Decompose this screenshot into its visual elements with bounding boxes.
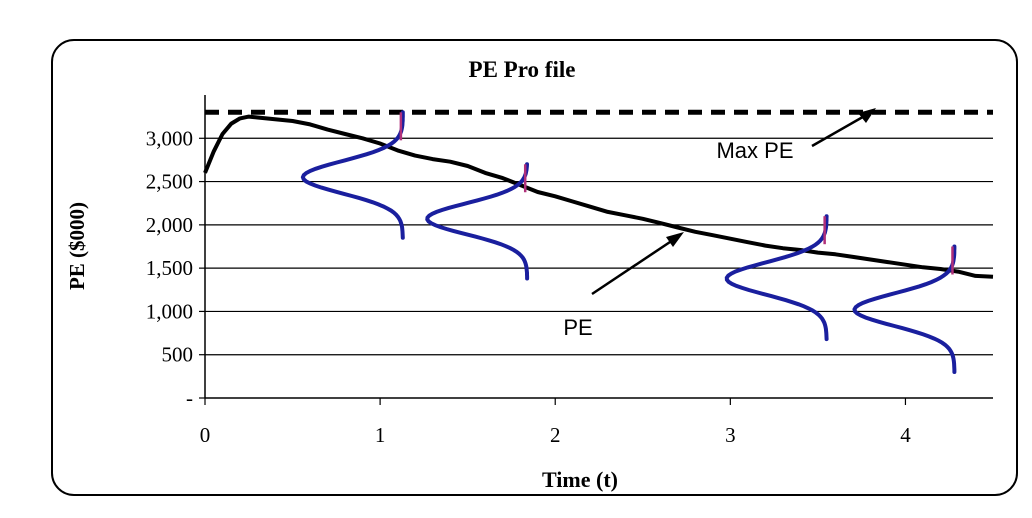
chart-border bbox=[51, 39, 1018, 496]
distribution-curve bbox=[852, 244, 957, 374]
chart-title: PE Pro file bbox=[469, 57, 576, 82]
annotation-pe-arrow bbox=[591, 236, 677, 296]
y-axis-ticks: - 500 1,000 1,500 2,000 2,500 3,000 bbox=[146, 126, 205, 410]
x-tick-label: 1 bbox=[375, 423, 386, 447]
annotation-max-pe: Max PE bbox=[716, 138, 793, 163]
annotation-pe: PE bbox=[563, 315, 592, 340]
annotation-max-pe-arrowhead bbox=[858, 108, 876, 123]
y-tick-label: 1,500 bbox=[146, 256, 193, 280]
x-axis-ticks: 0 1 2 3 4 bbox=[200, 398, 911, 447]
x-tick-label: 0 bbox=[200, 423, 211, 447]
x-tick-label: 2 bbox=[550, 423, 561, 447]
distribution-curve bbox=[425, 162, 530, 281]
annotation-max-pe-arrow bbox=[811, 112, 869, 148]
distributions bbox=[300, 110, 957, 374]
x-axis-label: Time (t) bbox=[542, 467, 618, 492]
y-tick-label: 3,000 bbox=[146, 126, 193, 150]
y-tick-label: 1,000 bbox=[146, 299, 193, 323]
y-tick-label: 2,500 bbox=[146, 170, 193, 194]
y-tick-label: - bbox=[186, 386, 193, 410]
x-tick-label: 4 bbox=[900, 423, 911, 447]
y-tick-label: 500 bbox=[162, 343, 194, 367]
y-axis-label: PE ($000) bbox=[65, 202, 89, 290]
annotation-pe-arrowhead bbox=[666, 232, 684, 247]
gridlines bbox=[205, 137, 993, 356]
y-tick-label: 2,000 bbox=[146, 213, 193, 237]
x-tick-label: 3 bbox=[725, 423, 736, 447]
distribution-curve bbox=[724, 214, 829, 342]
pe-curve bbox=[203, 114, 994, 279]
